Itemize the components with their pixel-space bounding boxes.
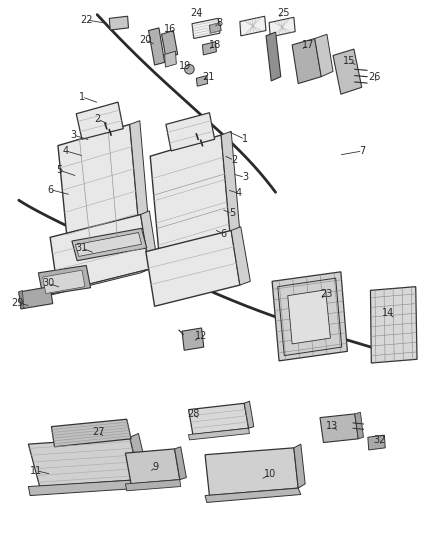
Text: 15: 15 [343,56,356,66]
Text: 23: 23 [321,289,333,299]
Polygon shape [141,211,158,269]
Text: 25: 25 [277,8,290,18]
Text: 16: 16 [164,24,177,34]
Polygon shape [266,32,281,81]
Polygon shape [175,447,186,480]
Text: 27: 27 [92,427,104,437]
Polygon shape [294,444,305,488]
Text: 13: 13 [326,421,338,431]
Text: 18: 18 [208,40,221,50]
Text: 7: 7 [360,146,366,156]
Polygon shape [202,42,216,55]
Text: 6: 6 [220,229,226,239]
Text: 4: 4 [236,188,242,198]
Polygon shape [19,287,53,309]
Text: 1: 1 [79,92,85,102]
Polygon shape [333,49,362,94]
Text: 11: 11 [30,466,42,475]
Polygon shape [188,428,250,440]
Polygon shape [205,488,301,503]
Text: 19: 19 [179,61,191,71]
Polygon shape [148,28,165,65]
Text: 3: 3 [242,172,248,182]
Text: 20: 20 [139,35,151,45]
Polygon shape [28,437,140,487]
Text: 9: 9 [153,462,159,472]
Text: 29: 29 [12,297,24,308]
Polygon shape [28,480,141,496]
Polygon shape [19,290,24,309]
Polygon shape [39,265,91,295]
Polygon shape [125,480,181,491]
Text: 22: 22 [80,15,92,25]
Polygon shape [125,449,180,484]
Polygon shape [72,228,147,261]
Polygon shape [51,419,131,447]
Polygon shape [371,287,417,363]
Polygon shape [192,18,220,38]
Polygon shape [269,17,295,37]
Text: 14: 14 [382,308,394,318]
Polygon shape [292,38,321,84]
Polygon shape [43,270,85,294]
Polygon shape [188,403,249,434]
Polygon shape [58,124,140,257]
Text: 2: 2 [94,114,100,124]
Polygon shape [150,135,231,268]
Text: 32: 32 [373,435,385,446]
Text: 31: 31 [76,243,88,253]
Polygon shape [196,76,208,86]
Text: 21: 21 [202,71,214,82]
Polygon shape [315,34,333,77]
Text: 3: 3 [70,130,76,140]
Polygon shape [162,30,178,58]
Polygon shape [244,401,254,428]
Text: 28: 28 [187,409,200,419]
Text: 4: 4 [63,146,69,156]
Polygon shape [130,433,148,480]
Text: 10: 10 [264,470,276,479]
Polygon shape [75,232,141,256]
Polygon shape [205,448,298,496]
Polygon shape [182,328,204,350]
Text: 5: 5 [229,208,235,219]
Polygon shape [165,51,177,67]
Polygon shape [272,272,347,361]
Text: 6: 6 [47,184,53,195]
Polygon shape [240,16,266,36]
Text: 2: 2 [231,156,237,165]
Polygon shape [76,102,123,139]
Text: 5: 5 [56,165,62,175]
Polygon shape [221,131,241,246]
Polygon shape [209,22,221,33]
Text: 1: 1 [242,134,248,144]
Polygon shape [231,227,251,285]
Text: 26: 26 [369,71,381,82]
Polygon shape [48,269,149,296]
Text: 24: 24 [190,8,202,18]
Text: 8: 8 [216,18,222,28]
Polygon shape [50,215,149,292]
Polygon shape [166,113,215,151]
Text: 30: 30 [42,278,54,288]
Polygon shape [130,120,149,236]
Polygon shape [320,414,358,442]
Text: 17: 17 [302,40,314,50]
Polygon shape [368,435,385,450]
Polygon shape [146,230,240,306]
Ellipse shape [185,64,194,74]
Polygon shape [110,16,128,30]
Polygon shape [355,413,364,439]
Text: 12: 12 [194,332,207,342]
Polygon shape [288,290,330,344]
